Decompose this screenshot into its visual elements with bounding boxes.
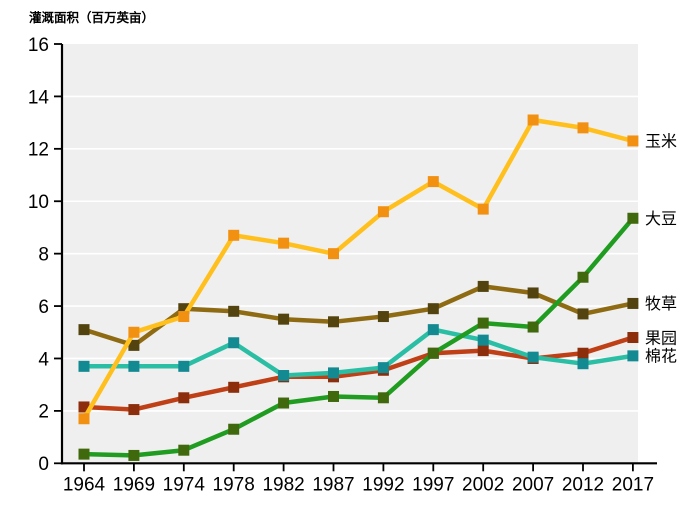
series-soybeans-marker [477,317,489,329]
series-pasture-marker [78,324,90,336]
x-tick-label-2017: 2017 [612,474,654,495]
series-pasture-marker [278,313,290,325]
series-corn-marker [377,206,389,218]
series-pasture-line [81,284,636,348]
series-cotton-line [81,327,636,378]
series-orchard-marker [627,332,639,344]
series-label-corn: 玉米 [645,133,677,151]
y-tick-label-2: 2 [38,402,49,423]
series-soybeans-marker [228,423,240,435]
series-soybeans-marker [577,271,589,283]
series-pasture-marker [328,316,339,328]
y-tick-label-10: 10 [28,192,49,213]
series-pasture-marker [577,308,589,320]
series-cotton-marker [427,324,439,336]
x-tick-label-1987: 1987 [312,474,354,495]
series-corn [78,114,639,425]
chart-title: 灌溉面积（百万英亩） [28,10,154,25]
series-corn-marker [78,413,90,425]
series-lines [78,114,639,461]
series-corn-marker [178,311,190,323]
x-tick-label-2002: 2002 [462,474,504,495]
series-soybeans [78,212,639,461]
axes [54,43,657,472]
series-pasture-marker [228,305,240,317]
y-tick-label-12: 12 [28,140,49,161]
series-cotton-marker [627,350,639,362]
gridlines [62,95,638,412]
y-tick-label-6: 6 [38,297,49,318]
series-corn-marker [328,248,339,260]
series-pasture-marker [427,303,439,315]
series-soybeans-marker [427,347,439,359]
x-tick-label-1992: 1992 [362,474,404,495]
series-label-soybeans: 大豆 [645,210,677,228]
x-tick-label-1964: 1964 [63,474,106,495]
series-soybeans-marker [178,444,190,456]
series-pasture-marker [178,303,190,315]
x-tick-label-1997: 1997 [412,474,454,495]
series-cotton-marker [178,360,190,372]
series-corn-marker [627,135,639,147]
series-orchard-marker [228,381,240,393]
y-tick-label-16: 16 [28,35,49,56]
series-cotton-marker [228,337,240,349]
series-corn-marker [427,176,439,188]
series-pasture-marker [527,287,539,299]
series-cotton-marker [477,334,489,346]
series-cotton-marker [377,362,389,374]
series-soybeans-marker [78,448,90,460]
series-corn-line [81,117,636,421]
series-orchard-marker [477,345,489,357]
series-orchard-marker [78,401,90,413]
tick-labels: 0 2 4 6 8 10 12 14 16 1964 1969 1974 1978 1982 1987 199… [28,35,654,495]
series-pasture-marker [377,311,389,323]
series-soybeans-marker [328,390,339,402]
series-label-cotton: 棉花 [645,348,677,366]
y-tick-label-0: 0 [38,454,49,475]
series-pasture-marker [627,297,639,309]
series-cotton-marker [78,360,90,372]
series-pasture-marker [128,339,140,351]
series-orchard-marker [128,404,140,416]
series-soybeans-marker [527,321,539,333]
series-corn-marker [228,229,240,241]
x-tick-label-1969: 1969 [113,474,155,495]
series-corn-marker [477,203,489,215]
series-soybeans-marker [627,212,639,224]
series-cotton-marker [527,351,539,363]
series-cotton-marker [328,367,339,379]
x-tick-label-2012: 2012 [562,474,604,495]
series-corn-marker [128,326,140,338]
series-corn-marker [278,237,290,249]
series-label-orchard: 果园 [645,330,677,347]
y-tick-label-8: 8 [38,244,49,265]
y-tick-label-4: 4 [38,349,49,370]
series-pasture [78,280,639,351]
series-label-pasture: 牧草 [645,295,677,313]
series-orchard-marker [577,347,589,359]
series-soybeans-marker [377,392,389,404]
x-tick-label-2007: 2007 [512,474,554,495]
series-cotton [78,324,639,382]
series-cotton-marker [278,370,290,382]
series-soybeans-marker [128,449,140,461]
x-tick-label-1982: 1982 [262,474,304,495]
x-tick-label-1978: 1978 [213,474,255,495]
series-cotton-marker [128,360,140,372]
series-soybeans-line [81,216,636,458]
y-tick-label-14: 14 [28,87,50,108]
series-corn-marker [527,114,539,126]
series-pasture-marker [477,280,489,292]
series-cotton-marker [577,358,589,370]
series-corn-marker [577,122,589,134]
series-soybeans-marker [278,397,290,409]
x-tick-label-1974: 1974 [163,474,206,495]
series-orchard-marker [178,392,190,404]
